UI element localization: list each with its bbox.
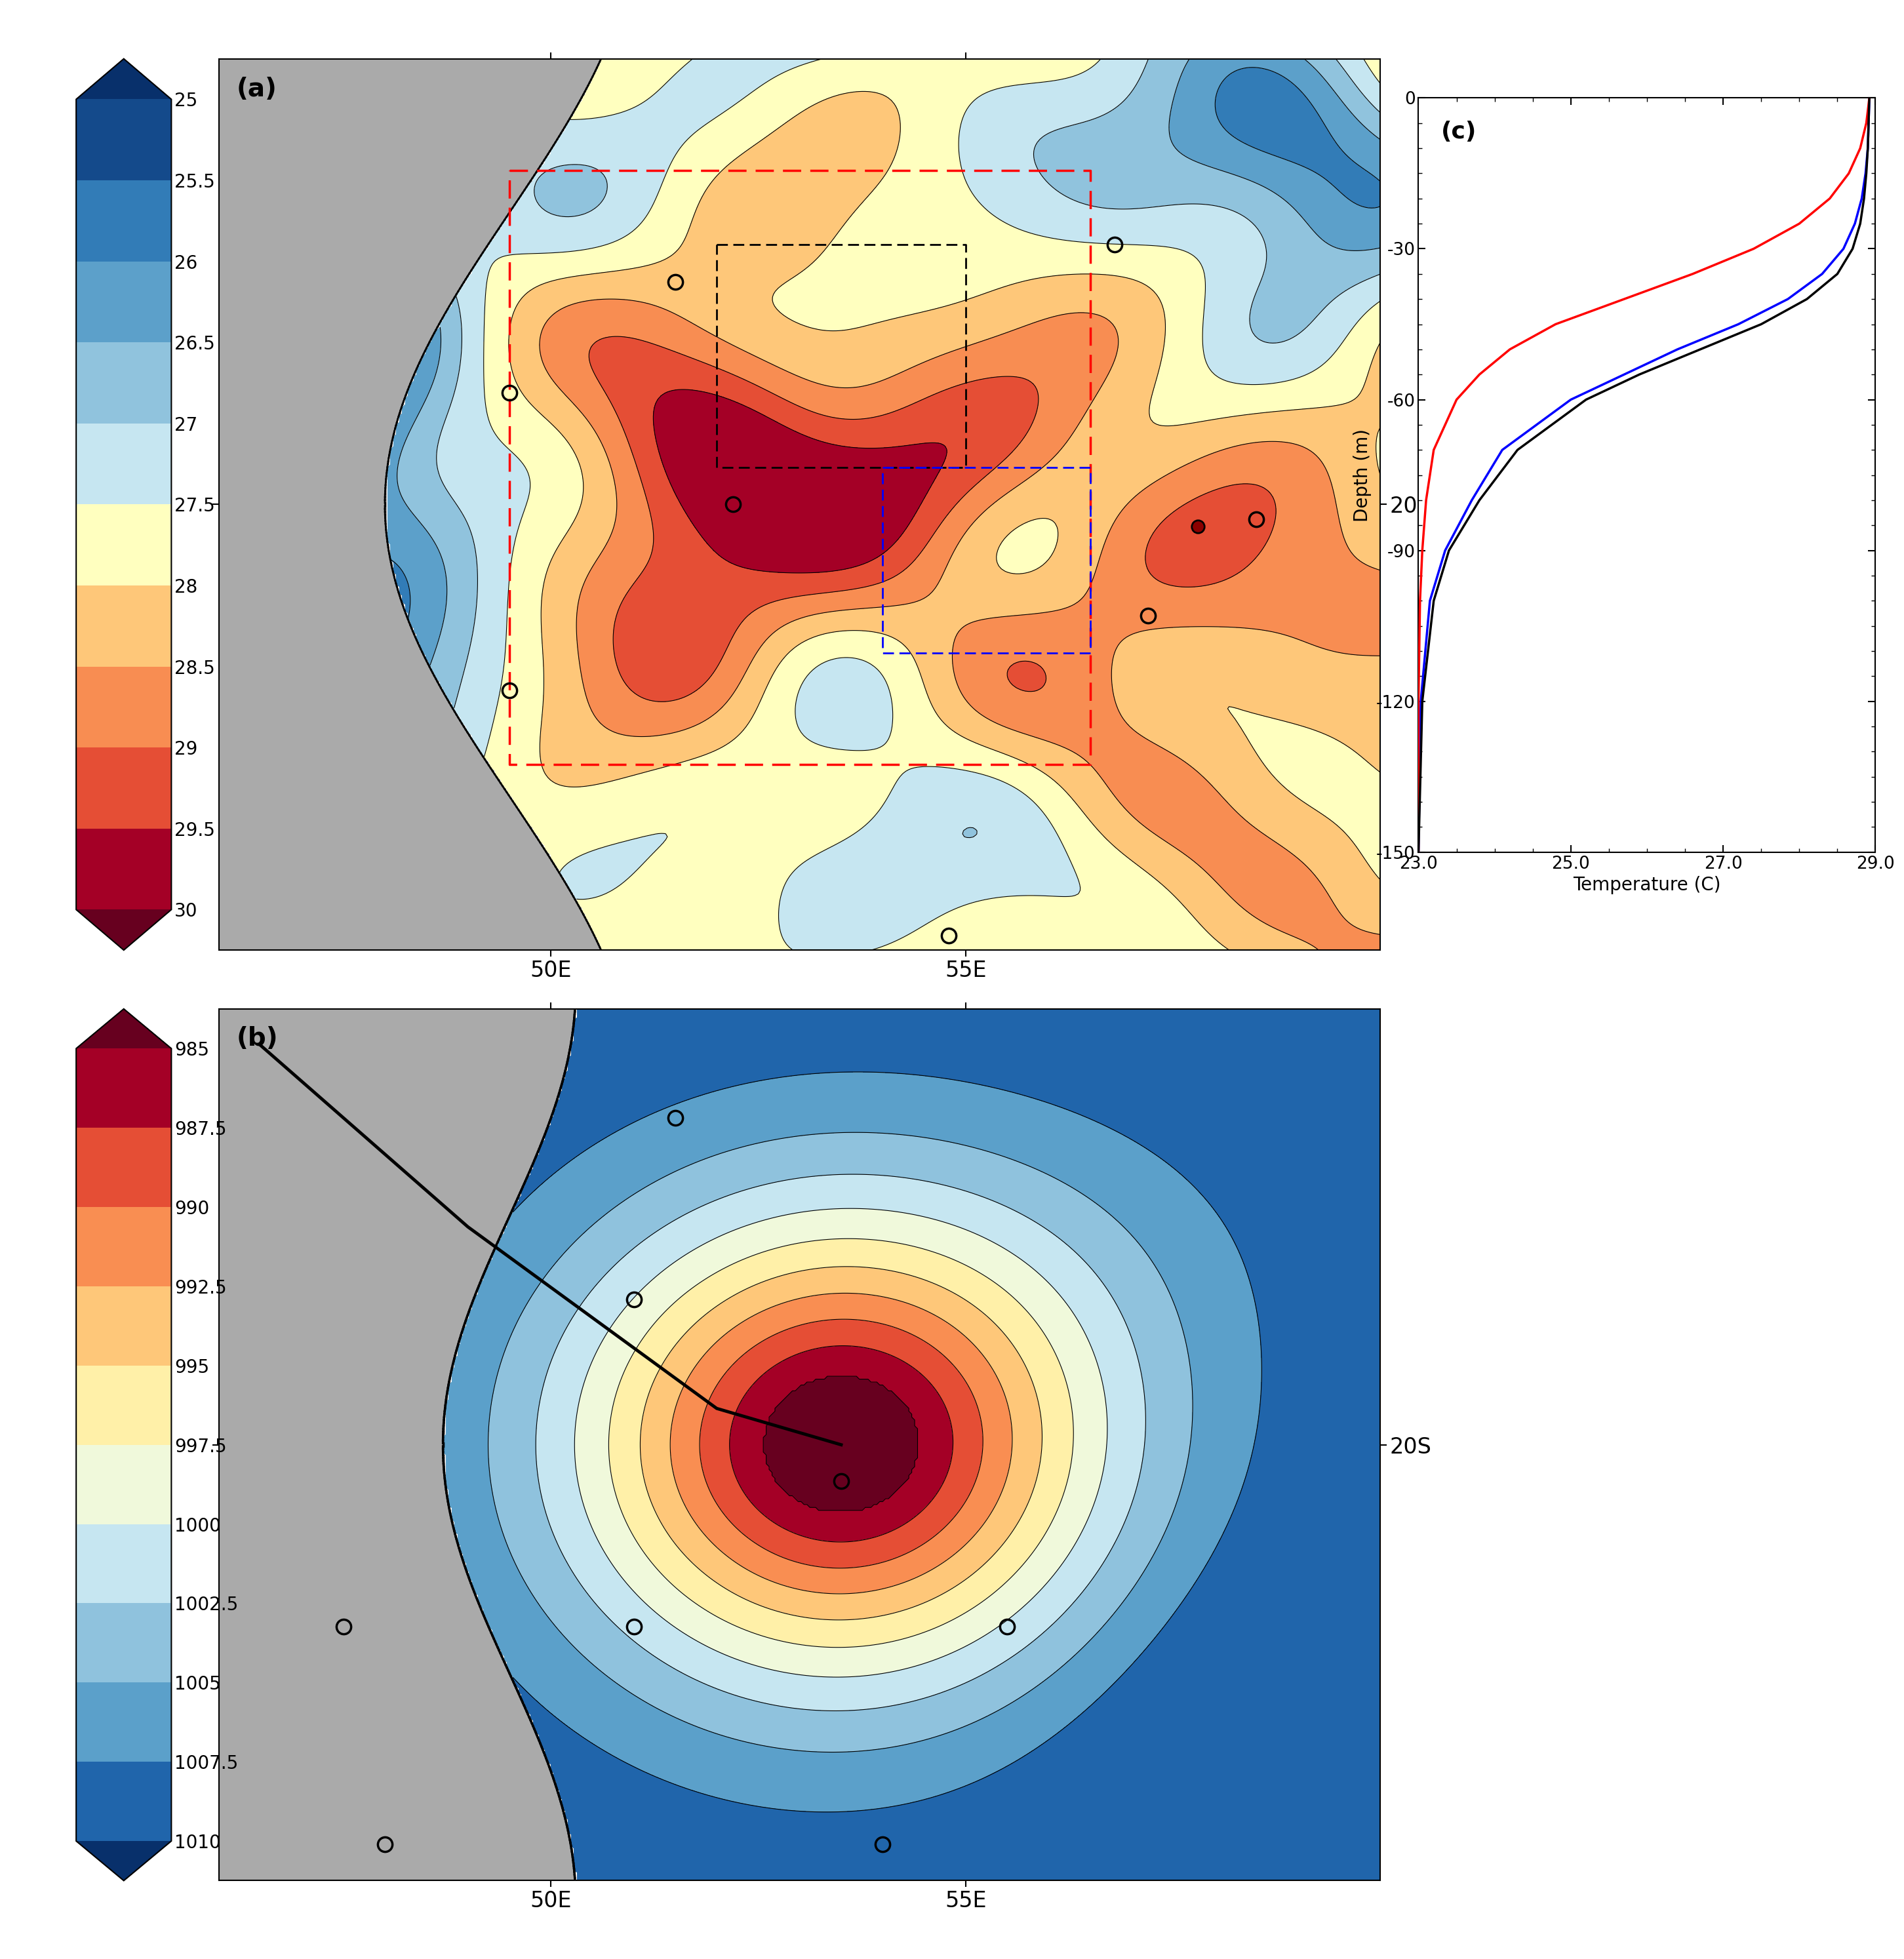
Text: (a): (a) [236,76,276,102]
Y-axis label: Depth (m): Depth (m) [1354,429,1371,521]
PathPatch shape [76,1009,171,1048]
X-axis label: Temperature (C): Temperature (C) [1573,876,1721,895]
Text: (c): (c) [1441,121,1478,143]
PathPatch shape [76,59,171,100]
PathPatch shape [76,909,171,950]
PathPatch shape [76,1841,171,1881]
Text: (b): (b) [236,1027,278,1052]
